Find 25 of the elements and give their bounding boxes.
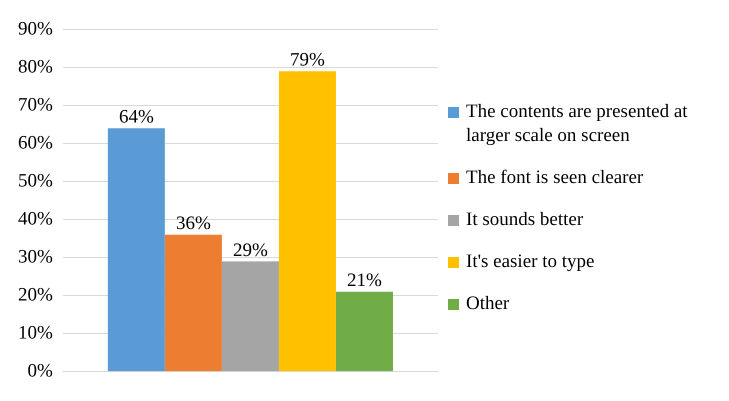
y-tick-label: 0%: [28, 360, 53, 382]
bar: [336, 292, 393, 372]
y-tick-label: 50%: [18, 170, 53, 192]
y-tick-label: 30%: [18, 246, 53, 268]
data-label: 79%: [290, 50, 326, 71]
y-tick-label: 70%: [18, 94, 53, 116]
legend-label: It's easier to type: [466, 250, 594, 274]
y-tick-label: 60%: [18, 132, 53, 154]
data-label: 21%: [347, 270, 382, 292]
y-tick-label: 90%: [18, 18, 53, 40]
bar: [222, 261, 279, 372]
y-tick-label: 20%: [18, 284, 53, 306]
bar: [164, 234, 222, 372]
data-label: 36%: [176, 213, 211, 234]
bar: [278, 71, 336, 372]
y-tick-label: 40%: [18, 208, 53, 230]
bar: [108, 128, 165, 372]
data-label: 64%: [118, 106, 154, 128]
legend-label: It sounds better: [466, 208, 584, 232]
legend-label: Other: [466, 292, 510, 316]
legend-label: The contents are presented at larger scale on screen: [466, 100, 689, 148]
y-tick-label: 10%: [18, 322, 53, 344]
legend-label: The font is seen clearer: [466, 166, 644, 190]
y-tick-label: 80%: [18, 56, 53, 78]
data-label: 29%: [233, 240, 268, 261]
